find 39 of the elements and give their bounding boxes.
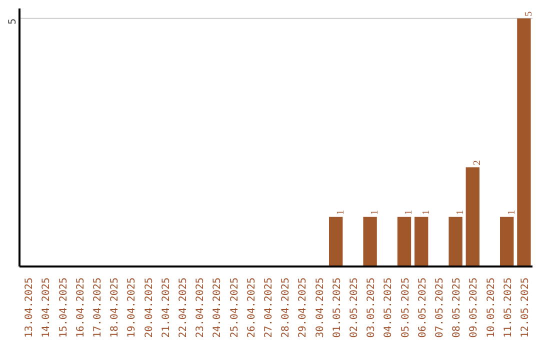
data-label: 1: [506, 210, 518, 215]
x-tick-label: 22.04.2025: [178, 277, 189, 338]
data-label: 2: [472, 160, 484, 166]
x-tick-label: 15.04.2025: [58, 277, 70, 338]
x-tick-label: 25.04.2025: [229, 277, 240, 338]
data-label: 5: [523, 11, 534, 16]
x-tick-label: 04.05.2025: [383, 277, 394, 338]
data-label: 1: [455, 210, 466, 215]
x-tick-label: 13.04.2025: [24, 277, 36, 338]
x-tick-label: 29.04.2025: [298, 277, 309, 338]
x-tick-label: 27.04.2025: [263, 277, 274, 338]
x-tick-label: 26.04.2025: [246, 277, 258, 338]
x-tick-label: 10.05.2025: [486, 277, 497, 338]
x-tick-label: 24.04.2025: [212, 277, 224, 338]
x-tick-label: 01.05.2025: [332, 277, 343, 338]
x-tick-label: 20.04.2025: [144, 277, 155, 338]
x-tick-label: 14.04.2025: [41, 277, 52, 338]
x-tick-label: 07.05.2025: [434, 277, 446, 338]
x-tick-label: 03.05.2025: [366, 277, 378, 338]
x-tick-label: 11.05.2025: [502, 277, 514, 338]
x-tick-label: 23.04.2025: [195, 277, 206, 338]
data-label: 1: [335, 210, 346, 215]
x-tick-label: 28.04.2025: [280, 277, 292, 338]
x-tick-label: 05.05.2025: [400, 277, 412, 338]
x-tick-label: 12.05.2025: [520, 277, 531, 338]
x-tick-label: 06.05.2025: [417, 277, 428, 338]
x-tick-label: 30.04.2025: [314, 277, 326, 338]
x-tick-label: 18.04.2025: [110, 277, 121, 338]
x-tick-label: 02.05.2025: [348, 277, 360, 338]
x-tick-label: 16.04.2025: [75, 277, 86, 338]
x-tick-label: 19.04.2025: [126, 277, 138, 338]
data-label: 1: [404, 210, 415, 215]
x-tick-label: 17.04.2025: [92, 277, 104, 338]
x-tick-label: 08.05.2025: [452, 277, 463, 338]
x-tick-label: 09.05.2025: [468, 277, 480, 338]
data-label: 1: [420, 210, 432, 215]
ref-line-label: 5: [8, 18, 18, 24]
data-label: 1: [370, 210, 381, 215]
x-tick-label: 21.04.2025: [160, 277, 172, 338]
